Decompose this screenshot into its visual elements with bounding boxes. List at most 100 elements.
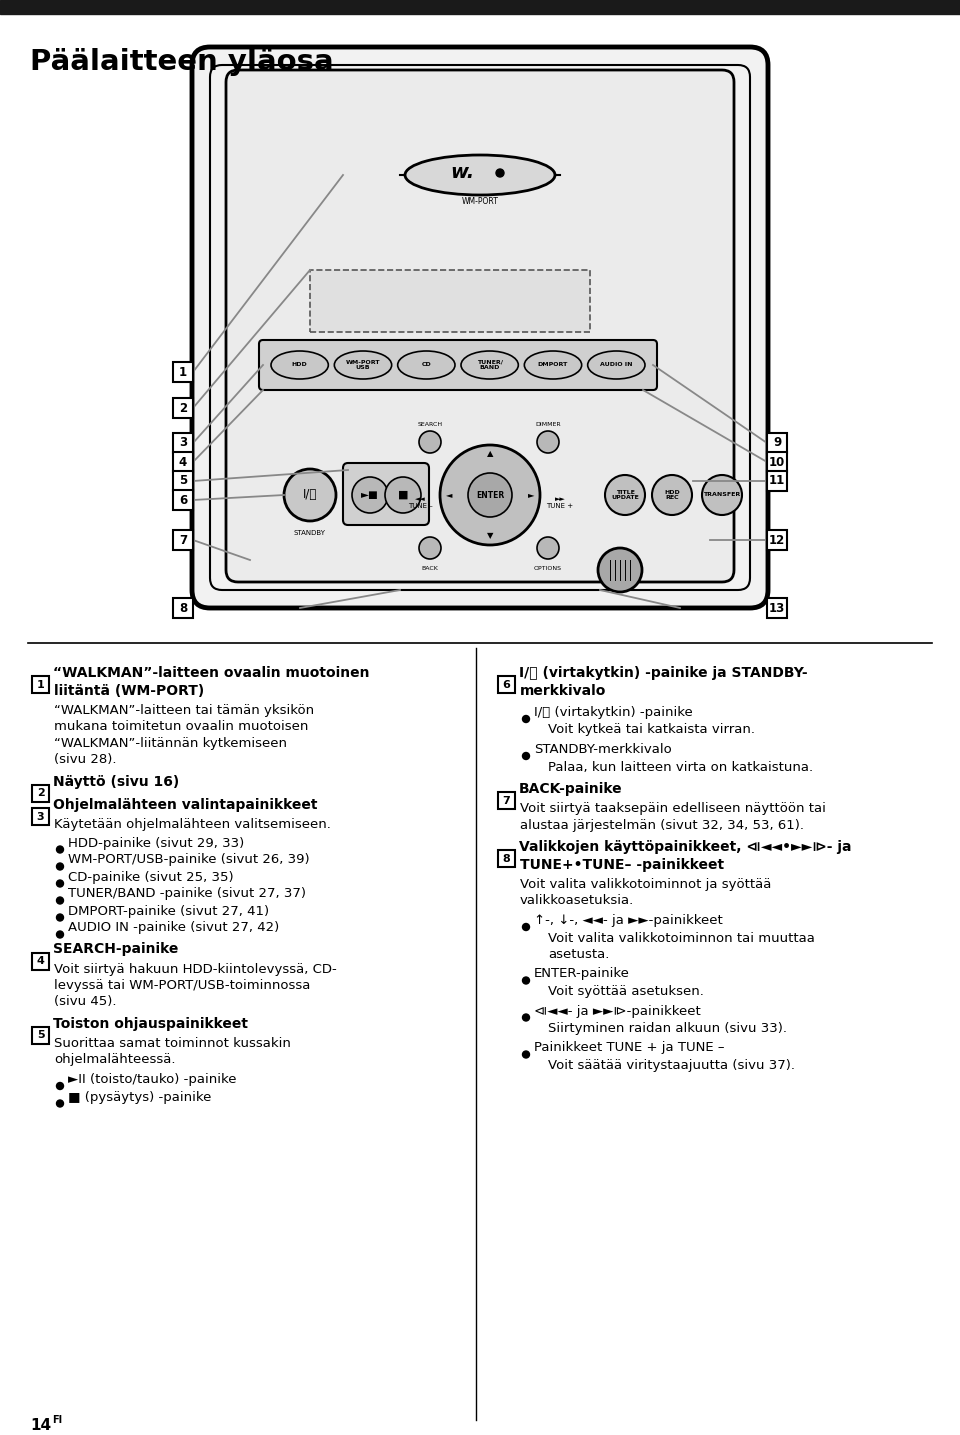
Text: liitäntä (WM-PORT): liitäntä (WM-PORT) — [54, 684, 204, 697]
Text: 3: 3 — [36, 812, 44, 821]
Text: I/⏻ (virtakytkin) -painike: I/⏻ (virtakytkin) -painike — [534, 706, 693, 719]
Text: mukana toimitetun ovaalin muotoisen: mukana toimitetun ovaalin muotoisen — [54, 720, 308, 733]
Text: 13: 13 — [769, 601, 785, 614]
Circle shape — [57, 862, 63, 870]
Circle shape — [57, 931, 63, 938]
Text: 5: 5 — [179, 475, 187, 488]
Circle shape — [605, 475, 645, 515]
Text: Voit syöttää asetuksen.: Voit syöttää asetuksen. — [548, 984, 704, 997]
Bar — [32, 785, 49, 802]
Text: ↑-, ↓-, ◄◄- ja ►►-painikkeet: ↑-, ↓-, ◄◄- ja ►►-painikkeet — [534, 914, 723, 927]
Text: ENTER: ENTER — [476, 491, 504, 499]
Text: w.: w. — [450, 164, 474, 182]
Text: 3: 3 — [179, 436, 187, 449]
Text: valikkoasetuksia.: valikkoasetuksia. — [520, 894, 635, 907]
Text: BACK: BACK — [421, 565, 439, 571]
Bar — [767, 452, 787, 472]
Text: STANDBY-merkkivalo: STANDBY-merkkivalo — [534, 743, 672, 756]
Circle shape — [522, 716, 530, 722]
Text: ►: ► — [528, 491, 535, 499]
Text: 7: 7 — [179, 534, 187, 547]
FancyBboxPatch shape — [192, 47, 768, 608]
Bar — [498, 792, 515, 809]
Text: WM-PORT/USB-painike (sivut 26, 39): WM-PORT/USB-painike (sivut 26, 39) — [68, 854, 310, 867]
Text: Palaa, kun laitteen virta on katkaistuna.: Palaa, kun laitteen virta on katkaistuna… — [548, 761, 813, 773]
Text: alustaa järjestelmän (sivut 32, 34, 53, 61).: alustaa järjestelmän (sivut 32, 34, 53, … — [520, 818, 804, 831]
Text: STANDBY: STANDBY — [294, 530, 326, 537]
Text: Painikkeet TUNE + ja TUNE –: Painikkeet TUNE + ja TUNE – — [534, 1042, 725, 1055]
Bar — [173, 362, 193, 382]
Text: DMPORT-painike (sivut 27, 41): DMPORT-painike (sivut 27, 41) — [68, 904, 269, 917]
Circle shape — [522, 1050, 530, 1058]
Bar — [173, 471, 193, 491]
Text: Käytetään ohjelmalähteen valitsemiseen.: Käytetään ohjelmalähteen valitsemiseen. — [54, 818, 331, 831]
Text: 11: 11 — [769, 475, 785, 488]
Text: Voit siirtyä taaksepäin edelliseen näyttöön tai: Voit siirtyä taaksepäin edelliseen näytt… — [520, 802, 826, 815]
Circle shape — [522, 1015, 530, 1020]
Circle shape — [385, 476, 421, 512]
Circle shape — [702, 475, 742, 515]
Text: “WALKMAN”-laitteen tai tämän yksikön: “WALKMAN”-laitteen tai tämän yksikön — [54, 705, 314, 718]
Circle shape — [57, 847, 63, 852]
Circle shape — [57, 880, 63, 887]
FancyBboxPatch shape — [259, 340, 657, 390]
Circle shape — [522, 977, 530, 984]
Text: 5: 5 — [36, 1030, 44, 1040]
Circle shape — [419, 430, 441, 453]
Text: AUDIO IN -painike (sivut 27, 42): AUDIO IN -painike (sivut 27, 42) — [68, 921, 279, 934]
Text: TITLE
UPDATE: TITLE UPDATE — [612, 489, 638, 501]
Text: Voit siirtyä hakuun HDD-kiintolevyssä, CD-: Voit siirtyä hakuun HDD-kiintolevyssä, C… — [54, 963, 337, 976]
Bar — [767, 598, 787, 618]
Circle shape — [57, 914, 63, 921]
Text: ►II (toisto/tauko) -painike: ►II (toisto/tauko) -painike — [68, 1073, 236, 1086]
Circle shape — [468, 474, 512, 517]
Text: 6: 6 — [179, 494, 187, 507]
Bar — [767, 530, 787, 550]
Circle shape — [57, 897, 63, 904]
Text: CD: CD — [421, 363, 431, 367]
Bar — [173, 433, 193, 453]
Text: ▲: ▲ — [487, 449, 493, 459]
Text: 6: 6 — [503, 680, 511, 689]
Bar — [498, 676, 515, 693]
Text: ►►
TUNE +: ►► TUNE + — [546, 497, 573, 509]
Circle shape — [522, 752, 530, 759]
Text: Voit kytkeä tai katkaista virran.: Voit kytkeä tai katkaista virran. — [548, 723, 755, 736]
Text: 4: 4 — [36, 956, 44, 966]
Ellipse shape — [524, 352, 582, 379]
Text: CD-painike (sivut 25, 35): CD-painike (sivut 25, 35) — [68, 871, 233, 884]
Text: HDD-painike (sivut 29, 33): HDD-painike (sivut 29, 33) — [68, 837, 244, 850]
Bar — [173, 598, 193, 618]
Text: AUDIO IN: AUDIO IN — [600, 363, 633, 367]
Circle shape — [352, 476, 388, 512]
Text: 7: 7 — [503, 795, 511, 805]
Circle shape — [522, 924, 530, 930]
Circle shape — [57, 1082, 63, 1089]
Circle shape — [598, 548, 642, 593]
Text: ►■: ►■ — [361, 489, 379, 499]
Text: 8: 8 — [503, 854, 511, 864]
Bar — [498, 850, 515, 867]
Text: 9: 9 — [773, 436, 781, 449]
Bar — [32, 808, 49, 825]
Bar — [173, 397, 193, 418]
Ellipse shape — [405, 155, 555, 195]
Text: 10: 10 — [769, 455, 785, 468]
Text: BACK-painike: BACK-painike — [519, 782, 623, 796]
Text: I/⏻: I/⏻ — [302, 488, 317, 501]
Bar — [173, 489, 193, 509]
Text: 4: 4 — [179, 455, 187, 468]
Text: Ohjelmalähteen valintapainikkeet: Ohjelmalähteen valintapainikkeet — [53, 798, 318, 812]
Text: I/⏻ (virtakytkin) -painike ja STANDBY-: I/⏻ (virtakytkin) -painike ja STANDBY- — [519, 666, 807, 680]
Text: 2: 2 — [179, 402, 187, 415]
Text: TUNE+•TUNE– -painikkeet: TUNE+•TUNE– -painikkeet — [520, 858, 724, 872]
Text: (sivu 28).: (sivu 28). — [54, 753, 116, 766]
Text: ENTER-painike: ENTER-painike — [534, 967, 630, 980]
Text: merkkivalo: merkkivalo — [520, 684, 607, 697]
Text: Päälaitteen yläosa: Päälaitteen yläosa — [30, 47, 334, 76]
Text: (sivu 45).: (sivu 45). — [54, 996, 116, 1009]
Text: FI: FI — [52, 1415, 62, 1425]
Text: ⧏◄◄- ja ►►⧐-painikkeet: ⧏◄◄- ja ►►⧐-painikkeet — [534, 1004, 701, 1017]
Text: Valikkojen käyttöpainikkeet, ⧏◄◄•►►⧐- ja: Valikkojen käyttöpainikkeet, ⧏◄◄•►►⧐- ja — [519, 839, 852, 854]
Circle shape — [496, 169, 504, 177]
